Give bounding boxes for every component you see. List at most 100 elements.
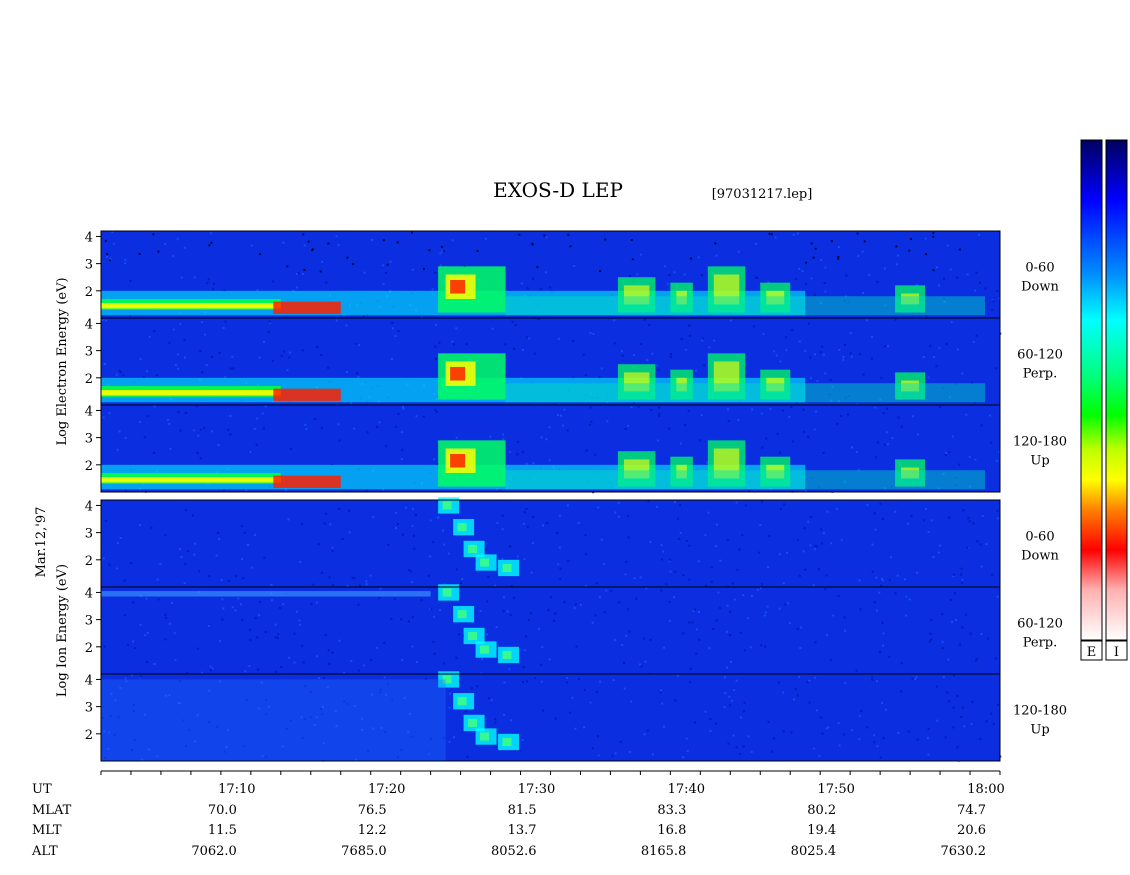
noise-pixel (623, 661, 626, 664)
noise-pixel (207, 721, 210, 724)
noise-pixel (810, 277, 813, 280)
noise-pixel (894, 318, 897, 321)
noise-pixel (331, 550, 334, 553)
noise-pixel (494, 718, 497, 721)
noise-pixel (709, 717, 712, 720)
noise-pixel (673, 271, 676, 274)
noise-pixel (397, 329, 400, 332)
noise-pixel (817, 568, 820, 571)
noise-pixel (624, 573, 627, 576)
noise-pixel (585, 449, 588, 452)
noise-pixel (184, 744, 187, 747)
noise-pixel (996, 290, 999, 293)
noise-pixel (108, 563, 111, 566)
noise-pixel (383, 641, 386, 644)
noise-pixel (159, 563, 162, 566)
noise-pixel (212, 288, 215, 291)
noise-pixel (943, 301, 946, 304)
noise-pixel (846, 302, 849, 305)
noise-pixel (118, 369, 121, 372)
noise-pixel (183, 356, 186, 359)
noise-pixel (691, 621, 694, 624)
noise-pixel (320, 571, 323, 574)
noise-pixel (295, 272, 298, 275)
noise-pixel (490, 699, 493, 702)
noise-pixel (509, 614, 512, 617)
noise-pixel (910, 515, 913, 518)
noise-pixel (369, 574, 372, 577)
noise-pixel (761, 583, 764, 586)
noise-pixel (254, 533, 257, 536)
noise-pixel (968, 455, 971, 458)
noise-pixel (396, 241, 399, 244)
noise-pixel (441, 529, 444, 532)
noise-pixel (164, 613, 167, 616)
noise-pixel (803, 430, 806, 433)
noise-pixel (156, 578, 159, 581)
noise-pixel (476, 249, 479, 252)
noise-pixel (835, 507, 838, 510)
noise-pixel (353, 577, 356, 580)
noise-pixel (594, 453, 597, 456)
electron-burst-yellow (623, 285, 650, 305)
noise-pixel (152, 233, 155, 236)
noise-pixel (155, 374, 158, 377)
ion-dispersion-green (442, 675, 452, 684)
noise-pixel (961, 626, 964, 629)
noise-pixel (695, 652, 698, 655)
noise-pixel (303, 718, 306, 721)
noise-pixel (411, 507, 414, 510)
noise-pixel (125, 680, 128, 683)
noise-pixel (194, 542, 197, 545)
noise-pixel (316, 345, 319, 348)
noise-pixel (773, 737, 776, 740)
noise-pixel (103, 756, 106, 759)
noise-pixel (595, 582, 598, 585)
noise-pixel (952, 706, 955, 709)
noise-pixel (258, 356, 261, 359)
noise-pixel (271, 360, 274, 363)
chart-title: EXOS-D LEP (493, 178, 623, 202)
noise-pixel (861, 250, 864, 253)
noise-pixel (324, 512, 327, 515)
noise-pixel (152, 451, 155, 454)
noise-pixel (708, 346, 711, 349)
noise-pixel (764, 611, 767, 614)
noise-pixel (390, 358, 393, 361)
noise-pixel (541, 645, 544, 648)
noise-pixel (775, 354, 778, 357)
noise-pixel (256, 636, 259, 639)
noise-pixel (588, 423, 591, 426)
noise-pixel (956, 348, 959, 351)
noise-pixel (315, 601, 318, 604)
noise-pixel (124, 258, 127, 261)
noise-pixel (759, 587, 762, 590)
noise-pixel (975, 334, 978, 337)
noise-pixel (626, 514, 629, 517)
noise-pixel (952, 573, 955, 576)
noise-pixel (433, 615, 436, 618)
noise-pixel (253, 427, 256, 430)
noise-pixel (688, 544, 691, 547)
noise-pixel (103, 730, 106, 733)
noise-pixel (932, 269, 935, 272)
noise-pixel (188, 728, 191, 731)
noise-pixel (288, 356, 291, 359)
noise-pixel (807, 520, 810, 523)
noise-pixel (220, 578, 223, 581)
noise-pixel (104, 362, 107, 365)
noise-pixel (514, 324, 517, 327)
noise-pixel (583, 688, 586, 691)
noise-pixel (123, 614, 126, 617)
noise-pixel (200, 321, 203, 324)
noise-pixel (876, 441, 879, 444)
noise-pixel (883, 487, 886, 490)
noise-pixel (679, 531, 682, 534)
noise-pixel (668, 600, 671, 603)
noise-pixel (311, 249, 314, 252)
noise-pixel (146, 415, 149, 418)
noise-pixel (792, 233, 795, 236)
noise-pixel (174, 659, 177, 662)
noise-pixel (879, 502, 882, 505)
noise-pixel (984, 287, 987, 290)
